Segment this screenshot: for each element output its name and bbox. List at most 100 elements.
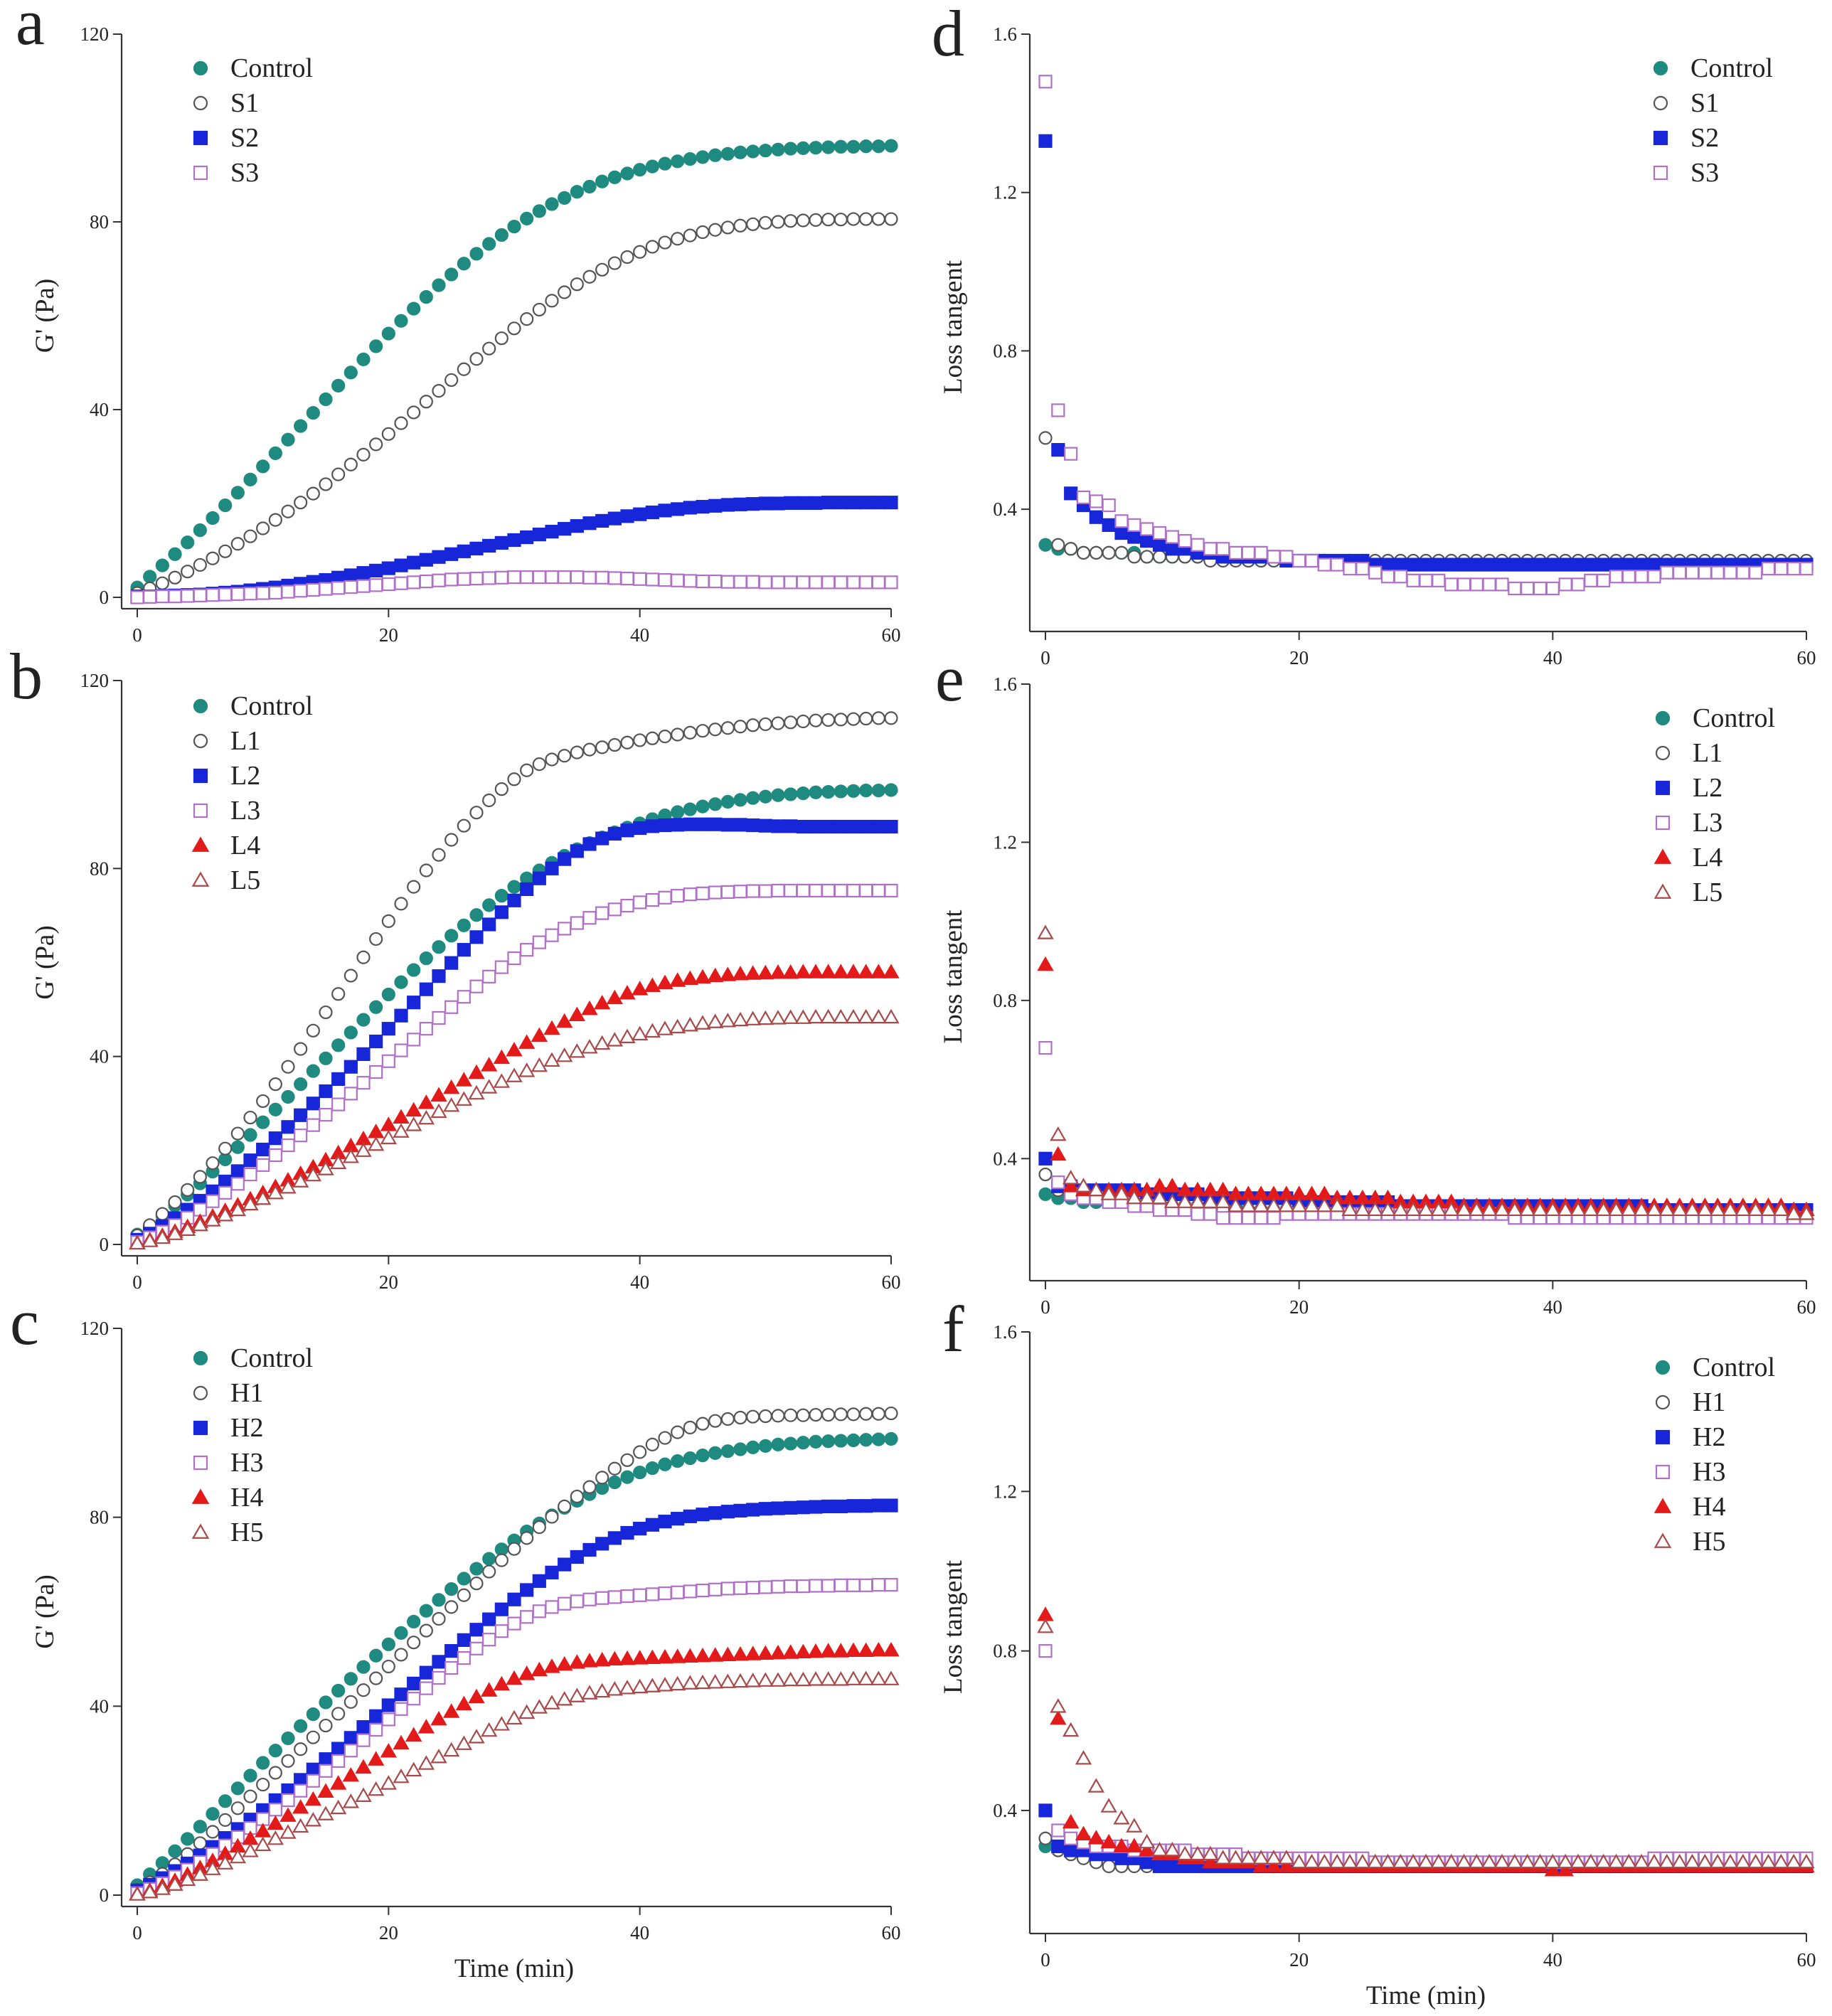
x-tick-label: 60 (1797, 1949, 1816, 1970)
data-point (796, 786, 810, 801)
data-point (319, 1051, 333, 1065)
data-point (1544, 1201, 1562, 1217)
data-point (681, 1648, 699, 1663)
data-point (794, 1643, 812, 1659)
data-point (294, 1719, 308, 1733)
data-point (696, 150, 710, 164)
data-point (809, 1407, 823, 1422)
legend-marker (1653, 130, 1668, 146)
data-point (1163, 1193, 1181, 1208)
data-point (482, 571, 496, 585)
data-point (619, 1028, 636, 1044)
data-point (757, 1672, 774, 1687)
data-point (419, 982, 433, 996)
panel-b: b 0 20 40 60 0 40 80 120 G' (Pa) Control L1 L2 L3 L4 L5 (10, 640, 901, 1293)
data-point (732, 1673, 749, 1688)
data-point (720, 146, 735, 161)
data-point (871, 212, 885, 226)
data-point (796, 819, 810, 834)
data-point (846, 1433, 861, 1448)
data-point (206, 1194, 220, 1208)
data-point (607, 170, 622, 184)
x-tick-label: 60 (882, 1922, 901, 1943)
data-point (671, 889, 685, 903)
data-point (356, 1660, 371, 1674)
data-point (369, 1671, 383, 1685)
legend-marker (1653, 883, 1672, 899)
data-point (859, 819, 873, 834)
data-point (1113, 1838, 1130, 1852)
data-point (1366, 1201, 1384, 1217)
x-tick-label: 60 (882, 624, 901, 646)
data-point (1087, 1830, 1105, 1845)
legend-marker (1653, 165, 1668, 181)
data-point (394, 1008, 408, 1023)
data-point (317, 1161, 334, 1175)
data-point (520, 530, 534, 545)
data-point (394, 975, 408, 989)
data-point (645, 240, 659, 254)
y-axis-title: Loss tangent (939, 260, 968, 394)
data-point (1127, 530, 1141, 544)
data-point (292, 1799, 309, 1814)
data-point (846, 139, 861, 154)
data-point (1089, 545, 1103, 560)
data-point (671, 502, 685, 516)
data-point (832, 964, 850, 978)
data-point (871, 784, 885, 798)
data-point (720, 1582, 735, 1596)
data-point (1114, 526, 1129, 540)
data-point (168, 570, 182, 585)
data-point (1152, 1202, 1167, 1217)
data-point (444, 1582, 459, 1596)
data-point (1634, 570, 1649, 584)
data-point (1444, 577, 1459, 592)
data-point (381, 1698, 395, 1712)
data-point (871, 711, 885, 725)
data-point (432, 1655, 446, 1669)
data-point (306, 1118, 320, 1132)
data-point (268, 1077, 282, 1092)
data-point (444, 833, 459, 847)
data-point (1481, 1201, 1498, 1217)
data-point (1709, 1853, 1726, 1869)
data-point (494, 782, 508, 796)
data-point (1089, 494, 1103, 508)
data-point (419, 553, 433, 567)
data-point (181, 535, 195, 550)
data-point (306, 1064, 320, 1078)
data-point (1469, 577, 1484, 592)
data-point (633, 895, 647, 910)
legend-label: S2 (1690, 123, 1719, 153)
data-point (771, 1409, 785, 1423)
data-point (595, 831, 609, 846)
data-point (493, 1073, 511, 1088)
data-point (746, 1409, 760, 1424)
data-point (369, 1648, 383, 1663)
data-point (469, 930, 484, 944)
data-point (493, 1716, 511, 1731)
data-point (1278, 1198, 1295, 1212)
data-point (658, 890, 672, 905)
data-point (1138, 1842, 1156, 1857)
data-point (1228, 545, 1243, 560)
data-point (507, 1542, 521, 1556)
data-point (230, 587, 245, 601)
y-tick-label: 120 (80, 1318, 110, 1339)
data-point (494, 1553, 508, 1567)
data-point (1558, 558, 1572, 572)
data-point (506, 1042, 523, 1057)
data-point (683, 1451, 697, 1466)
data-point (242, 1195, 259, 1211)
data-point (329, 1775, 347, 1790)
data-point (884, 1578, 898, 1592)
data-point (469, 247, 484, 261)
data-point (1126, 1189, 1143, 1205)
data-point (294, 1077, 308, 1092)
series-H5 (1037, 1618, 1815, 1869)
data-point (256, 521, 270, 535)
data-point (857, 1008, 875, 1024)
data-point (631, 1678, 649, 1694)
data-point (558, 1596, 572, 1611)
data-point (1303, 1198, 1321, 1212)
